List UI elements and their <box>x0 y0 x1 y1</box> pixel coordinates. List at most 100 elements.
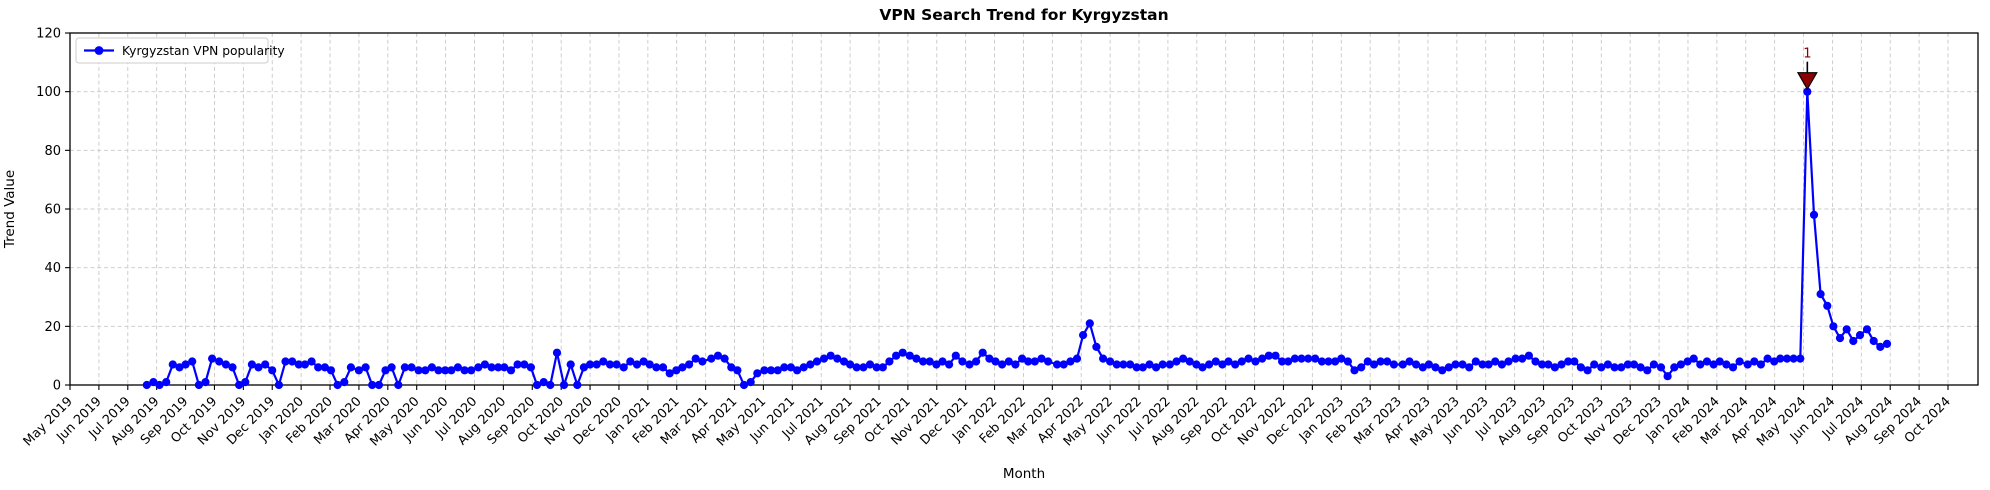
data-point <box>1331 357 1340 366</box>
data-point <box>586 360 595 369</box>
data-point <box>698 357 707 366</box>
data-point <box>427 363 436 372</box>
data-point <box>1158 360 1167 369</box>
data-point <box>320 363 329 372</box>
data-point <box>474 363 483 372</box>
data-point <box>1518 354 1527 363</box>
data-point <box>1119 360 1128 369</box>
data-point <box>1816 290 1825 299</box>
data-point <box>1862 325 1872 334</box>
data-point <box>978 348 987 357</box>
data-point <box>1218 360 1227 369</box>
data-point <box>665 369 674 378</box>
data-point <box>1324 357 1333 366</box>
data-point <box>1876 342 1885 351</box>
data-point <box>1389 360 1398 369</box>
data-point <box>1284 357 1293 366</box>
data-point <box>998 360 1007 369</box>
data-point <box>487 363 496 372</box>
data-point <box>1224 357 1233 366</box>
data-point <box>1531 357 1540 366</box>
data-point <box>467 366 476 375</box>
data-point <box>1869 336 1878 346</box>
data-point <box>1789 354 1798 363</box>
data-point <box>314 363 323 372</box>
data-point <box>1538 360 1547 369</box>
data-point <box>1126 360 1135 369</box>
data-point <box>1085 319 1094 328</box>
data-point <box>739 380 749 390</box>
grid-layer <box>69 32 1978 386</box>
data-point <box>1550 363 1559 372</box>
data-point <box>480 360 489 369</box>
data-point <box>1258 354 1267 363</box>
data-point <box>1743 360 1752 369</box>
data-point <box>678 363 687 372</box>
data-point <box>685 360 694 369</box>
data-point <box>707 354 716 363</box>
data-point <box>945 360 954 369</box>
data-point <box>1405 357 1414 366</box>
data-point <box>878 363 887 372</box>
data-point <box>162 378 171 387</box>
data-point <box>268 366 277 375</box>
data-point <box>1617 363 1626 372</box>
data-point <box>149 378 158 387</box>
data-point <box>1849 336 1858 346</box>
data-point <box>819 354 829 363</box>
data-point <box>652 363 661 372</box>
data-point <box>1264 351 1273 360</box>
trend-line <box>146 90 1888 387</box>
data-point <box>1304 354 1313 363</box>
data-point <box>294 360 303 369</box>
data-point <box>374 380 383 390</box>
data-point <box>1251 357 1260 366</box>
data-point <box>1603 360 1612 369</box>
data-point <box>1656 363 1666 372</box>
data-point <box>780 363 789 372</box>
data-point <box>1424 360 1433 369</box>
data-point <box>573 380 582 390</box>
data-point <box>261 360 270 369</box>
data-point <box>1465 363 1474 372</box>
data-point <box>381 366 390 375</box>
data-point <box>1576 363 1585 372</box>
data-point <box>951 351 960 360</box>
data-point <box>1099 354 1108 363</box>
data-point <box>1649 360 1658 369</box>
data-point <box>1823 301 1832 310</box>
data-point <box>605 360 615 369</box>
legend-label: Kyrgyzstan VPN popularity <box>122 44 285 58</box>
data-point <box>932 360 941 369</box>
series-layer <box>142 87 1892 390</box>
data-point <box>1497 360 1506 369</box>
data-point <box>925 357 934 366</box>
data-point <box>826 351 835 360</box>
data-point <box>1179 354 1188 363</box>
data-point <box>228 363 237 372</box>
data-point <box>786 363 796 372</box>
data-point <box>1882 339 1892 348</box>
data-point <box>626 357 635 366</box>
data-point <box>1343 357 1352 366</box>
data-point <box>546 380 555 390</box>
data-point <box>215 357 224 366</box>
y-tick-label: 20 <box>44 320 61 335</box>
data-point <box>1072 354 1082 363</box>
data-point <box>812 357 822 366</box>
data-point <box>1290 354 1299 363</box>
data-point <box>1438 366 1447 375</box>
data-point <box>175 363 184 372</box>
data-point <box>1350 366 1359 375</box>
data-point <box>972 357 981 366</box>
y-axis-label: Trend Value <box>2 170 18 249</box>
data-point <box>434 366 443 375</box>
data-point <box>1629 360 1639 369</box>
data-point <box>1192 360 1201 369</box>
data-point <box>1809 210 1819 219</box>
data-point <box>407 363 416 372</box>
data-point <box>400 363 409 372</box>
data-point <box>1412 360 1421 369</box>
data-point <box>658 363 668 372</box>
